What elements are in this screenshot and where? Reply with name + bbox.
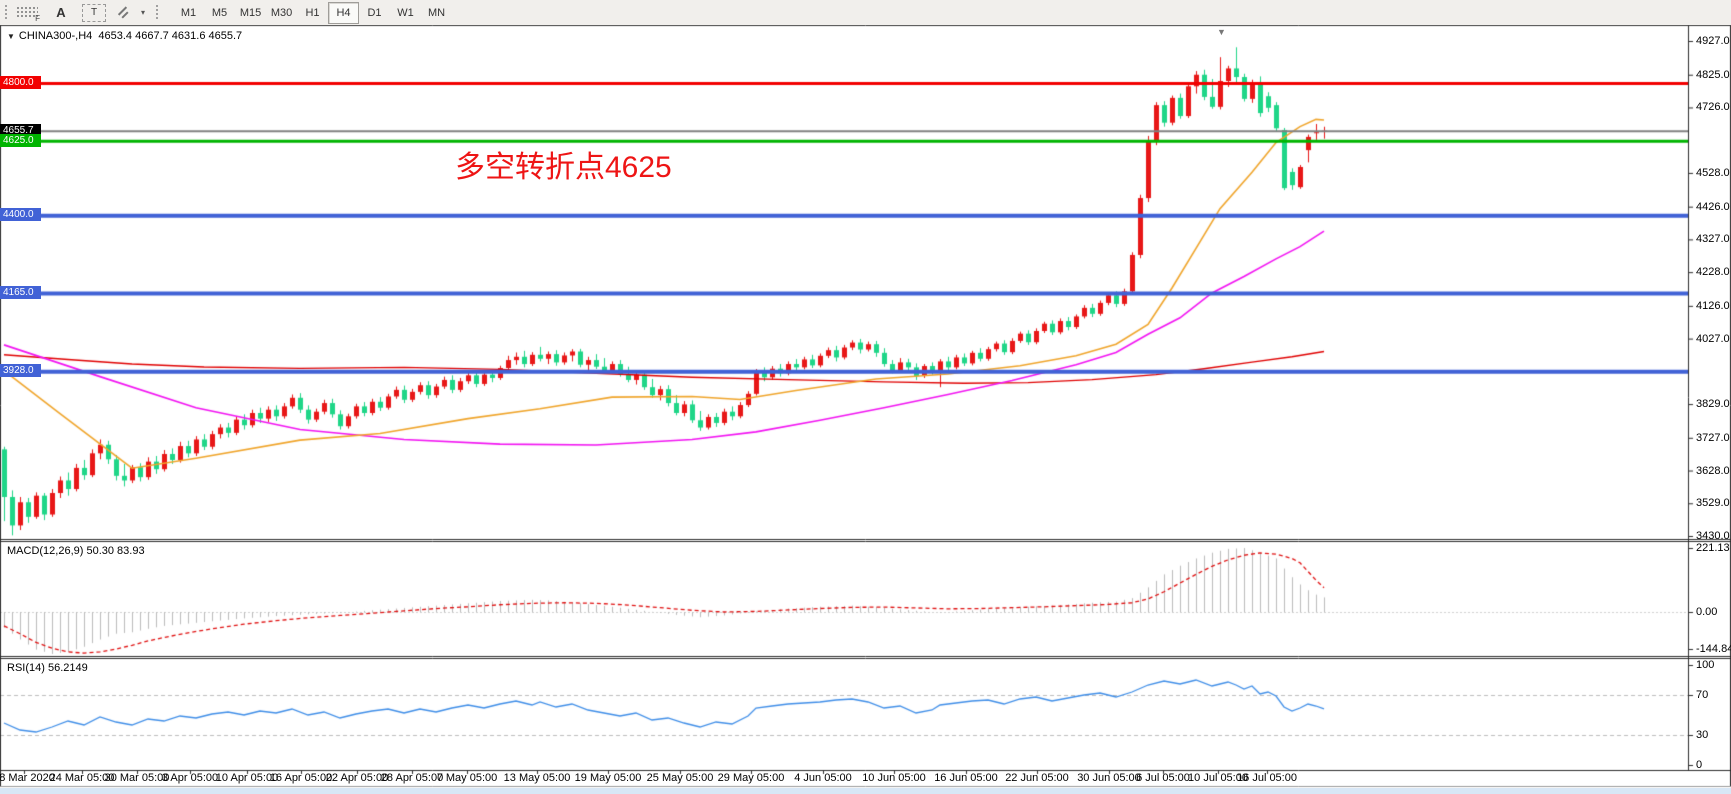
text-box-tool-button[interactable]: T bbox=[82, 3, 106, 22]
rsi-indicator-label: RSI(14) 56.2149 bbox=[7, 662, 88, 674]
price-axis-label: 3628.0 bbox=[1696, 464, 1730, 477]
date-axis-label: 30 Jun 05:00 bbox=[1077, 772, 1141, 784]
rsi-axis-label: 70 bbox=[1696, 689, 1709, 701]
date-axis-label: 24 Mar 05:00 bbox=[49, 772, 115, 784]
date-axis-label: 10 Jun 05:00 bbox=[862, 772, 926, 784]
price-axis-label: 4927.0 bbox=[1696, 35, 1730, 47]
timeframe-button-m5[interactable]: M5 bbox=[211, 6, 228, 19]
price-badge-4400.0: 4400.0 bbox=[0, 208, 41, 222]
ohlc-values: 4653.4 4667.7 4631.6 4655.7 bbox=[98, 30, 243, 42]
date-axis-label: 29 May 05:00 bbox=[717, 772, 785, 784]
date-axis-label: 7 May 05:00 bbox=[436, 772, 498, 784]
rsi-axis-label: 0 bbox=[1696, 759, 1703, 771]
price-axis-label: 3529.0 bbox=[1696, 497, 1730, 510]
date-axis-label: 6 Jul 05:00 bbox=[1136, 772, 1190, 784]
macd-axis-label: 221.13 bbox=[1696, 542, 1730, 554]
macd-axis-label: 0.00 bbox=[1696, 606, 1718, 618]
chart-title: ▼ CHINA300-,H4 4653.4 4667.7 4631.6 4655.… bbox=[7, 30, 242, 42]
price-axis-label: 4528.0 bbox=[1696, 166, 1730, 179]
date-axis-label: 10 Jul 05:00 bbox=[1188, 772, 1248, 784]
timeframe-button-d1[interactable]: D1 bbox=[367, 6, 382, 19]
shift-marker-icon: ▼ bbox=[1217, 27, 1226, 37]
timeframe-button-w1[interactable]: W1 bbox=[397, 6, 414, 19]
date-axis-label: 22 Jun 05:00 bbox=[1005, 772, 1069, 784]
grid-tool-label: F bbox=[35, 14, 40, 23]
price-badge-4165.0: 4165.0 bbox=[0, 285, 41, 299]
date-axis-label: 19 May 05:00 bbox=[574, 772, 642, 784]
symbol-label: CHINA300-,H4 bbox=[18, 30, 93, 42]
timeframe-button-h4[interactable]: H4 bbox=[328, 1, 360, 24]
date-axis-label: 13 May 05:00 bbox=[503, 772, 571, 784]
price-badge-4655.7: 4655.7 bbox=[0, 123, 41, 137]
chevron-down-icon[interactable]: ▾ bbox=[141, 8, 146, 17]
symbol-dropdown-icon[interactable]: ▼ bbox=[7, 32, 15, 41]
rsi-axis-label: 100 bbox=[1696, 659, 1715, 671]
grid-tool-icon[interactable]: F bbox=[16, 6, 40, 23]
timeframe-button-m15[interactable]: M15 bbox=[239, 6, 262, 19]
price-axis-label: 4327.0 bbox=[1696, 233, 1730, 246]
price-axis-label: 3829.0 bbox=[1696, 398, 1730, 411]
date-axis-label: 28 Apr 05:00 bbox=[380, 772, 444, 784]
price-axis-label: 3727.0 bbox=[1696, 431, 1730, 444]
date-axis-label: 4 Jun 05:00 bbox=[794, 772, 852, 784]
top-toolbar: F A T ▾ M1 M5 M15 M30 H1 H4 D1 W1 MN bbox=[0, 0, 1731, 25]
macd-indicator-label: MACD(12,26,9) 50.30 83.93 bbox=[7, 545, 145, 557]
price-axis-label: 4426.0 bbox=[1696, 200, 1730, 213]
timeframe-button-m1[interactable]: M1 bbox=[180, 6, 197, 19]
price-axis-label: 4027.0 bbox=[1696, 332, 1730, 345]
price-axis-label: 4228.0 bbox=[1696, 266, 1730, 279]
date-axis-label: 16 Jul 05:00 bbox=[1237, 772, 1297, 784]
date-axis-label: 22 Apr 05:00 bbox=[325, 772, 389, 784]
timeframe-button-mn[interactable]: MN bbox=[427, 6, 446, 19]
price-axis-label: 3430.0 bbox=[1696, 530, 1730, 542]
status-bar bbox=[0, 788, 1731, 794]
date-axis-label: 10 Apr 05:00 bbox=[215, 772, 279, 784]
date-axis-label: 16 Jun 05:00 bbox=[934, 772, 998, 784]
drawing-tools-icon[interactable] bbox=[116, 5, 138, 21]
timeframe-bar: M1 M5 M15 M30 H1 H4 D1 W1 MN bbox=[173, 1, 452, 24]
timeframe-button-h1[interactable]: H1 bbox=[305, 6, 320, 19]
date-axis-label: 30 Mar 05:00 bbox=[104, 772, 170, 784]
rsi-axis-label: 30 bbox=[1696, 729, 1709, 741]
price-axis-label: 4726.0 bbox=[1696, 101, 1730, 114]
price-axis-label: 4825.0 bbox=[1696, 68, 1730, 81]
price-badge-4625.0: 4625.0 bbox=[0, 133, 41, 147]
price-badge-4800.0: 4800.0 bbox=[0, 75, 41, 89]
price-axis-label: 4126.0 bbox=[1696, 299, 1730, 312]
date-axis-label: 3 Apr 05:00 bbox=[161, 772, 219, 784]
chart-text-annotation[interactable]: 多空转折点4625 bbox=[455, 151, 672, 184]
date-axis-label: 25 May 05:00 bbox=[646, 772, 714, 784]
toolbar-grip[interactable] bbox=[155, 4, 160, 21]
text-label-tool-button[interactable]: A bbox=[56, 5, 66, 20]
macd-axis-label: -144.84 bbox=[1696, 643, 1731, 655]
toolbar-grip[interactable] bbox=[4, 4, 8, 21]
timeframe-button-m30[interactable]: M30 bbox=[270, 6, 293, 19]
date-axis-label: 18 Mar 2020 bbox=[0, 772, 55, 784]
date-axis-label: 16 Apr 05:00 bbox=[269, 772, 333, 784]
price-badge-3928.0: 3928.0 bbox=[0, 364, 41, 378]
